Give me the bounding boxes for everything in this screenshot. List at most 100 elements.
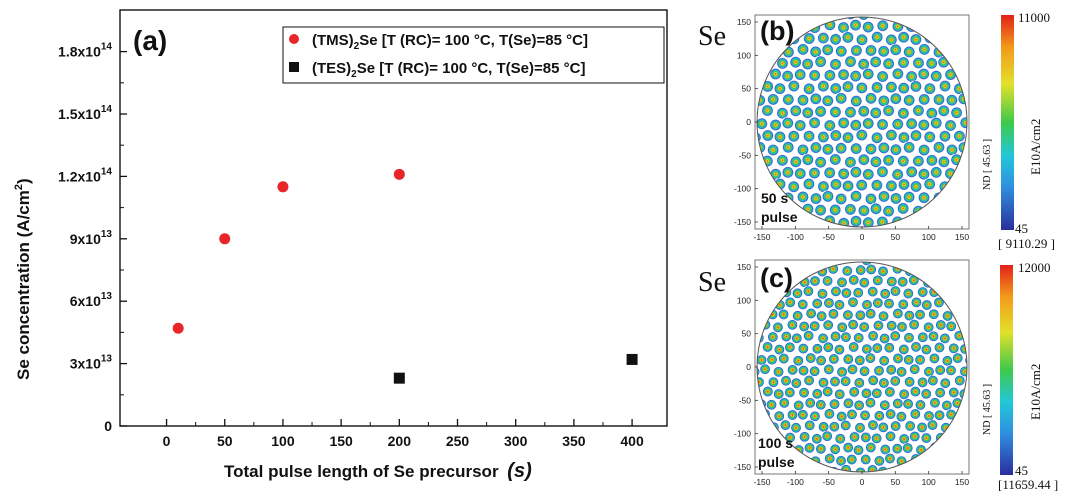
intensity-spot xyxy=(865,193,877,205)
intensity-spot xyxy=(817,288,828,299)
intensity-spot xyxy=(774,82,786,95)
intensity-spot xyxy=(862,117,874,130)
intensity-spot xyxy=(912,57,925,69)
intensity-spot xyxy=(938,156,950,168)
intensity-spot xyxy=(787,364,798,375)
intensity-spot xyxy=(882,205,895,217)
intensity-spot xyxy=(910,180,922,193)
intensity-spot xyxy=(934,342,945,353)
intensity-spot xyxy=(912,104,925,117)
intensity-spot xyxy=(897,202,909,215)
intensity-spot xyxy=(960,117,967,129)
intensity-spot xyxy=(892,118,904,130)
intensity-spot xyxy=(971,431,981,441)
intensity-spot xyxy=(939,229,950,240)
y-tick-exponent: 14 xyxy=(101,42,113,53)
intensity-spot xyxy=(818,377,829,388)
legend-entry-tes: (TES)2Se [T (RC)= 100 °C, T(Se)=85 °C] xyxy=(312,60,585,80)
intensity-spot xyxy=(780,375,792,386)
intensity-spot xyxy=(780,419,791,431)
intensity-spot xyxy=(814,55,827,68)
intensity-spot xyxy=(782,117,794,129)
intensity-spot xyxy=(840,464,852,472)
intensity-spot xyxy=(866,264,877,275)
intensity-spot xyxy=(952,353,963,364)
x-tick-label: 300 xyxy=(504,433,528,449)
y-axis-ticks-b: 150 100 50 0 -50 -100 -150 xyxy=(734,17,758,227)
y-tick-mantissa: 1.2x10 xyxy=(58,168,101,184)
intensity-spot xyxy=(805,352,816,364)
intensity-spot xyxy=(921,344,932,355)
intensity-spot xyxy=(834,389,845,400)
intensity-spot xyxy=(870,107,882,119)
intensity-spot xyxy=(815,443,826,454)
intensity-spot xyxy=(867,464,878,472)
intensity-spot xyxy=(790,105,802,117)
intensity-spot xyxy=(742,308,752,318)
intensity-spot xyxy=(822,275,833,287)
y-axis-label: Se concentration (A/cm2) xyxy=(13,178,33,380)
intensity-spot xyxy=(885,34,898,46)
intensity-spot xyxy=(890,44,902,56)
y-tick-label: 9x1013 xyxy=(70,229,113,247)
intensity-spot xyxy=(837,21,850,34)
intensity-spot xyxy=(924,82,936,95)
side-label-c: ND [ 45.63 ] xyxy=(982,384,993,435)
intensity-spot xyxy=(972,476,982,486)
intensity-spot xyxy=(802,107,814,119)
heatmap-panel-b: Se 150 100 50 0 -50 -100 -150 -150 -100 -50 0 50 10… xyxy=(698,10,1055,251)
intensity-spot xyxy=(772,322,784,333)
intensity-spot xyxy=(844,203,857,216)
intensity-spot xyxy=(910,386,921,397)
intensity-spot xyxy=(921,388,932,399)
intensity-spot xyxy=(781,331,792,342)
intensity-spot xyxy=(877,266,889,277)
intensity-spot xyxy=(846,454,857,465)
intensity-spot xyxy=(844,55,857,68)
intensity-spot xyxy=(857,58,870,70)
intensity-spot xyxy=(738,409,748,419)
intensity-spot xyxy=(768,377,779,388)
data-point-tes xyxy=(626,353,638,365)
y-tick-label: 6x1013 xyxy=(70,291,113,309)
colorbar-min-c: 45 xyxy=(1015,463,1028,478)
intensity-spot xyxy=(890,375,901,387)
intensity-spot xyxy=(918,144,930,156)
intensity-spot xyxy=(902,442,913,454)
map-y-tick-label: 150 xyxy=(737,17,751,27)
intensity-spot xyxy=(973,453,983,463)
map-x-tick-label: 50 xyxy=(891,477,901,487)
intensity-spot xyxy=(926,154,938,167)
intensity-spot xyxy=(923,322,934,333)
intensity-spot xyxy=(865,397,876,408)
intensity-spot xyxy=(942,310,953,322)
intensity-spot xyxy=(829,58,842,71)
map-x-tick-label: -150 xyxy=(753,477,770,487)
intensity-spot xyxy=(802,154,814,166)
intensity-spot xyxy=(921,299,932,311)
intensity-spot xyxy=(855,310,866,321)
intensity-spot xyxy=(905,118,918,130)
intensity-spot xyxy=(910,229,921,240)
intensity-spot xyxy=(904,310,915,321)
colorbar-max-c: 12000 xyxy=(1018,260,1051,275)
intensity-spot xyxy=(823,364,834,375)
intensity-spot xyxy=(878,45,890,58)
map-x-tick-label: 100 xyxy=(922,232,936,242)
intensity-spot xyxy=(904,376,915,387)
intensity-spot xyxy=(910,33,922,46)
y-axis-ticks: 03x10136x10139x10131.2x10141.5x10141.8x1… xyxy=(58,42,127,434)
intensity-spot xyxy=(891,168,904,181)
intensity-spot xyxy=(744,443,754,453)
intensity-spot xyxy=(939,80,951,92)
intensity-spot xyxy=(878,377,890,389)
intensity-spot xyxy=(835,433,846,444)
intensity-spot xyxy=(797,299,808,310)
data-point-tes xyxy=(393,372,405,384)
intensity-spot xyxy=(848,341,859,353)
intensity-spot xyxy=(840,376,851,387)
legend-tms-suffix: Se [T (RC)= 100 °C, T(Se)=85 °C] xyxy=(359,32,588,49)
intensity-spot xyxy=(923,178,936,190)
intensity-spot xyxy=(847,319,859,330)
